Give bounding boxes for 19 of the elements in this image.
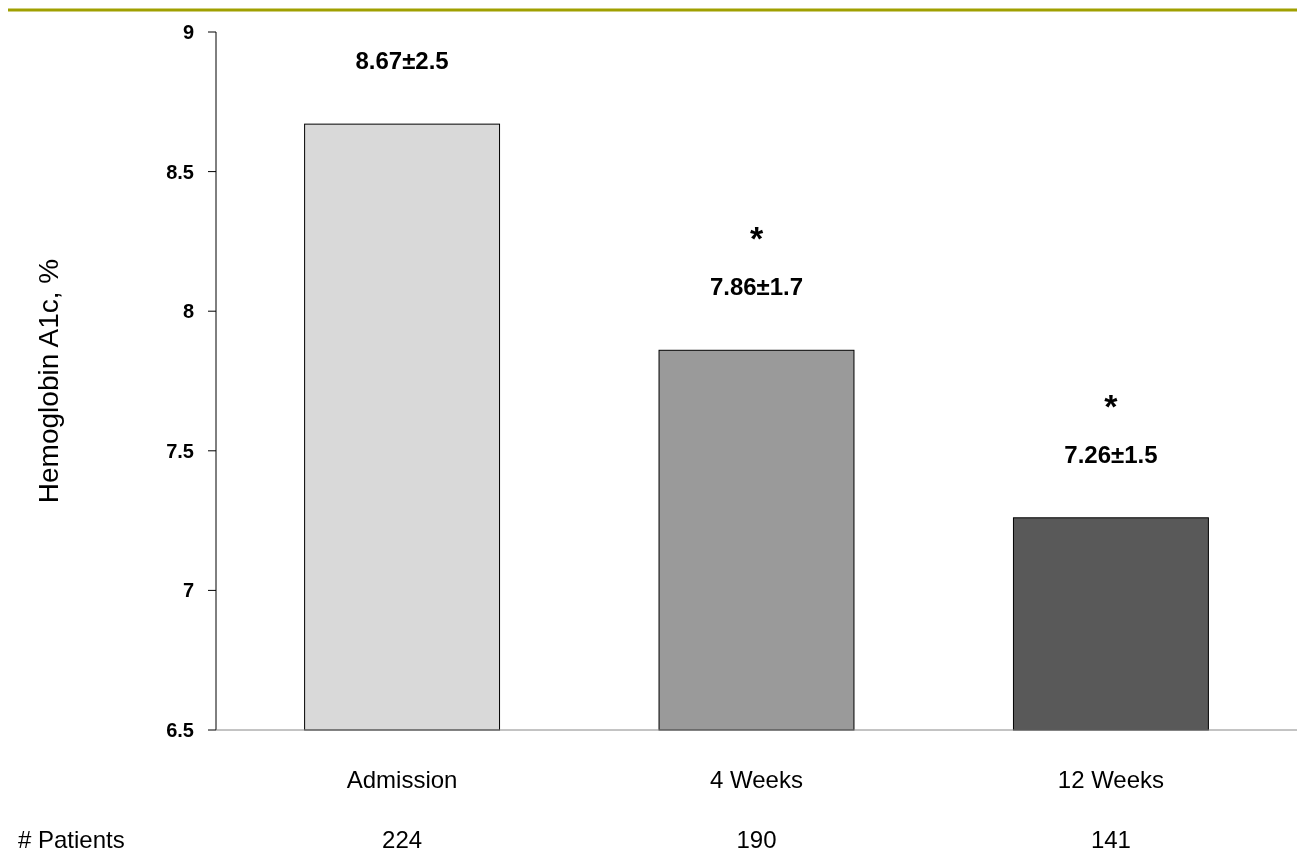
data-label: 7.26±1.5 xyxy=(1064,440,1158,468)
y-tick-label: 8.5 xyxy=(166,160,194,183)
y-tick-label: 6.5 xyxy=(166,719,194,741)
x-tick-label: 4 Weeks xyxy=(710,766,803,793)
x-tick-label: 12 Weeks xyxy=(1057,766,1165,793)
text: # Patients xyxy=(18,826,125,853)
x-tick-label: Admission xyxy=(346,766,458,793)
text: 141 xyxy=(1090,826,1131,853)
annotation: * xyxy=(749,219,764,258)
y-tick-label: 7.5 xyxy=(166,439,194,462)
y-axis-title: Hemoglobin A1c, % xyxy=(33,258,64,504)
annotation: * xyxy=(1104,386,1119,425)
data-label: 7.86±1.7 xyxy=(709,273,804,301)
data-label: 8.67±2.5 xyxy=(355,47,449,75)
y-tick-label: 7 xyxy=(182,579,194,602)
text: 224 xyxy=(382,826,423,853)
y-tick-label: 9 xyxy=(182,21,194,43)
y-tick-label: 8 xyxy=(182,300,194,323)
text: 190 xyxy=(736,826,777,853)
